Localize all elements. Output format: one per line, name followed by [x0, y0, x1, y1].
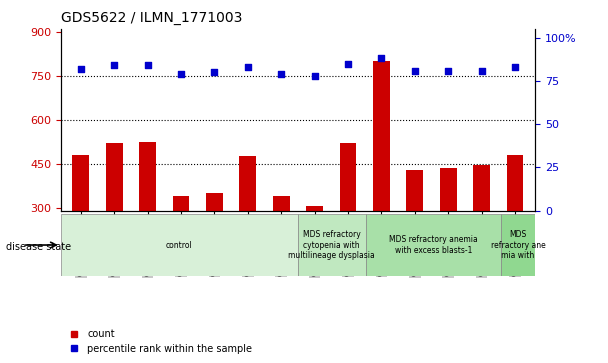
- Point: [343, 61, 353, 66]
- Text: control: control: [166, 241, 193, 249]
- Point: [376, 56, 386, 61]
- Point: [76, 66, 86, 72]
- Point: [210, 69, 219, 75]
- Bar: [240, 156, 256, 295]
- Bar: [440, 168, 457, 295]
- Bar: [139, 142, 156, 295]
- Bar: [473, 165, 490, 295]
- Text: MDS
refractory ane
mia with: MDS refractory ane mia with: [491, 230, 545, 260]
- Bar: [173, 196, 189, 295]
- Point: [143, 62, 153, 68]
- Text: disease state: disease state: [6, 242, 71, 252]
- Bar: [365, 214, 501, 276]
- Point: [309, 73, 319, 79]
- Point: [477, 68, 486, 73]
- Point: [510, 64, 520, 70]
- Bar: [506, 155, 523, 295]
- Legend: count, percentile rank within the sample: count, percentile rank within the sample: [66, 326, 256, 358]
- Point: [109, 62, 119, 68]
- Bar: [298, 214, 365, 276]
- Bar: [61, 214, 298, 276]
- Bar: [273, 196, 289, 295]
- Bar: [407, 170, 423, 295]
- Text: GDS5622 / ILMN_1771003: GDS5622 / ILMN_1771003: [61, 11, 242, 25]
- Bar: [106, 143, 123, 295]
- Point: [443, 68, 453, 73]
- Point: [410, 68, 420, 73]
- Bar: [206, 193, 223, 295]
- Point: [277, 71, 286, 77]
- Bar: [373, 61, 390, 295]
- Point: [243, 64, 253, 70]
- Bar: [72, 155, 89, 295]
- Bar: [501, 214, 535, 276]
- Point: [176, 71, 186, 77]
- Text: MDS refractory anemia
with excess blasts-1: MDS refractory anemia with excess blasts…: [389, 235, 478, 255]
- Text: MDS refractory
cytopenia with
multilineage dysplasia: MDS refractory cytopenia with multilinea…: [288, 230, 375, 260]
- Bar: [340, 143, 356, 295]
- Bar: [306, 206, 323, 295]
